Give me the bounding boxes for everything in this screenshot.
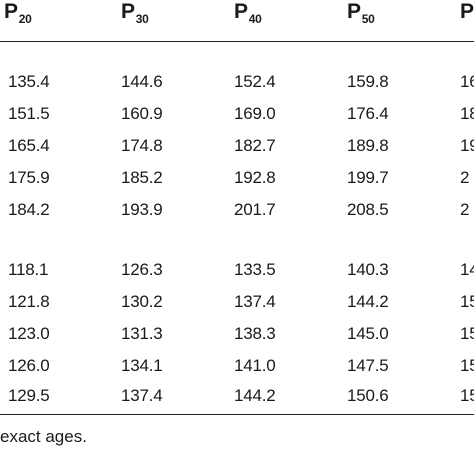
- table-cell: 144.2: [347, 292, 389, 311]
- table-row: 135.4 144.6 152.4 159.8 16: [0, 71, 474, 99]
- table-cell: 174.8: [121, 136, 163, 155]
- table-cell: 118.1: [8, 260, 49, 279]
- table-row: 123.0 131.3 138.3 145.0 15: [0, 323, 474, 351]
- table-cell: 147.5: [347, 356, 389, 375]
- table-cell: 15: [460, 356, 474, 375]
- table-cell: 140.3: [347, 260, 389, 279]
- table-row: 175.9 185.2 192.8 199.7 2: [0, 167, 474, 195]
- table-cell: 133.5: [234, 260, 276, 279]
- table-cell: 135.4: [8, 72, 50, 91]
- table-cell: 176.4: [347, 104, 389, 123]
- table-cell: 144.6: [121, 72, 163, 91]
- table-cell: 151.5: [8, 104, 50, 123]
- header-rule: [0, 41, 474, 42]
- table-cell: 160.9: [121, 104, 163, 123]
- table-cell: 175.9: [8, 168, 50, 187]
- table-cell: 126.3: [121, 260, 163, 279]
- table-cell: 126.0: [8, 356, 50, 375]
- table-cell: 19: [460, 136, 474, 155]
- column-header-p20: P20: [4, 0, 32, 26]
- table-cell: 15: [460, 324, 474, 343]
- table-cell: 137.4: [234, 292, 276, 311]
- table-row: 126.0 134.1 141.0 147.5 15: [0, 355, 474, 383]
- table-cell: 182.7: [234, 136, 276, 155]
- table-cell: 121.8: [8, 292, 50, 311]
- table-row: 184.2 193.9 201.7 208.5 2: [0, 199, 474, 227]
- table-cell: 185.2: [121, 168, 163, 187]
- table-cell: 193.9: [121, 200, 163, 219]
- table-cell: 208.5: [347, 200, 389, 219]
- table-cell: 130.2: [121, 292, 163, 311]
- table-cell: 14: [460, 260, 474, 279]
- table-bottom-rule: [0, 414, 474, 415]
- table-row: 121.8 130.2 137.4 144.2 15: [0, 291, 474, 319]
- table-cell: 138.3: [234, 324, 276, 343]
- column-header-p-partial: P: [460, 0, 474, 23]
- column-header-p30: P30: [121, 0, 149, 26]
- table-cell: 189.8: [347, 136, 389, 155]
- table-cell: 152.4: [234, 72, 276, 91]
- table-cell: 18: [460, 104, 474, 123]
- table-cell: 165.4: [8, 136, 50, 155]
- table-cell: 169.0: [234, 104, 276, 123]
- table-cell: 201.7: [234, 200, 276, 219]
- table-cell: 141.0: [234, 356, 276, 375]
- table-cell: 192.8: [234, 168, 276, 187]
- table-cell: 15: [460, 386, 474, 405]
- table-cell: 129.5: [8, 386, 50, 405]
- table-cell: 145.0: [347, 324, 389, 343]
- table-cell: 123.0: [8, 324, 50, 343]
- table-cell: 144.2: [234, 386, 276, 405]
- table-cell: 150.6: [347, 386, 389, 405]
- table-header-row: P20 P30 P40 P50 P: [0, 0, 474, 30]
- table-cell: 134.1: [121, 356, 163, 375]
- table-cell: 137.4: [121, 386, 163, 405]
- table-cell: 2: [460, 200, 470, 219]
- column-header-p40: P40: [234, 0, 262, 26]
- table-row: 165.4 174.8 182.7 189.8 19: [0, 135, 474, 163]
- table-footnote: exact ages.: [0, 427, 87, 446]
- table-cell: 199.7: [347, 168, 389, 187]
- table-cell: 16: [460, 72, 474, 91]
- table-cell: 2: [460, 168, 470, 187]
- table-row: 129.5 137.4 144.2 150.6 15: [0, 385, 474, 413]
- table-cell: 159.8: [347, 72, 389, 91]
- table-cell: 15: [460, 292, 474, 311]
- table-cell: 131.3: [121, 324, 163, 343]
- table-row: 118.1 126.3 133.5 140.3 14: [0, 259, 474, 287]
- table-cell: 184.2: [8, 200, 50, 219]
- table-row: 151.5 160.9 169.0 176.4 18: [0, 103, 474, 131]
- column-header-p50: P50: [347, 0, 375, 26]
